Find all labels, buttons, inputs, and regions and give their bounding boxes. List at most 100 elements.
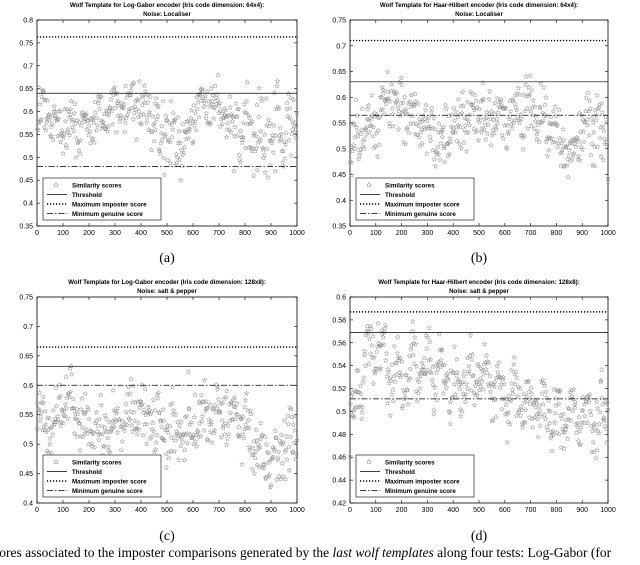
similarity-score-point <box>527 108 534 114</box>
similarity-score-point <box>235 106 242 112</box>
similarity-score-point <box>148 433 155 439</box>
similarity-score-point <box>355 133 362 139</box>
similarity-score-point <box>140 432 146 438</box>
similarity-score-point <box>577 157 583 163</box>
similarity-score-point <box>386 120 393 126</box>
similarity-score-point <box>439 128 446 134</box>
similarity-score-point <box>374 112 380 118</box>
similarity-score-point <box>120 418 126 425</box>
similarity-score-point <box>249 451 255 458</box>
similarity-score-point <box>428 109 435 115</box>
caption-emphasis: last wolf templates <box>332 545 434 560</box>
similarity-score-point <box>358 390 364 397</box>
similarity-score-point <box>198 433 204 439</box>
similarity-score-point <box>225 422 232 428</box>
similarity-score-point <box>217 123 224 130</box>
similarity-score-point <box>588 411 594 418</box>
similarity-score-point <box>353 96 359 103</box>
similarity-score-point <box>500 135 507 141</box>
similarity-score-point <box>391 343 398 349</box>
similarity-score-point <box>377 365 384 371</box>
similarity-score-point <box>125 383 132 390</box>
similarity-score-point <box>458 413 464 419</box>
similarity-score-point <box>57 393 63 399</box>
similarity-score-point <box>446 409 453 415</box>
similarity-score-point <box>439 361 446 367</box>
similarity-score-point <box>546 420 553 426</box>
similarity-score-point <box>165 136 172 143</box>
similarity-score-point <box>102 125 109 132</box>
similarity-score-point <box>460 102 467 109</box>
similarity-score-point <box>412 341 419 347</box>
similarity-score-point <box>505 419 511 425</box>
similarity-score-point <box>246 114 253 121</box>
similarity-score-point <box>560 137 567 143</box>
similarity-score-point <box>164 157 171 163</box>
legend-label: Maximum imposter score <box>72 478 147 485</box>
similarity-score-point <box>241 426 248 432</box>
similarity-score-point <box>260 465 267 471</box>
similarity-score-point <box>209 98 216 104</box>
similarity-score-point <box>570 386 577 392</box>
similarity-score-point <box>541 111 548 117</box>
y-tick-label: 0.5 <box>23 442 33 449</box>
similarity-score-point <box>487 372 493 379</box>
similarity-score-point <box>458 103 464 109</box>
similarity-score-point <box>524 105 531 111</box>
chart-subtitle: Noise: salt & pepper <box>137 288 197 295</box>
similarity-score-point <box>278 131 285 137</box>
similarity-score-point <box>580 128 587 134</box>
similarity-score-point <box>572 404 578 410</box>
similarity-score-point <box>161 171 168 178</box>
similarity-score-point <box>272 168 278 174</box>
similarity-score-point <box>135 114 142 120</box>
similarity-score-point <box>538 119 545 125</box>
similarity-score-point <box>540 380 547 386</box>
similarity-score-point <box>251 438 257 444</box>
similarity-score-point <box>561 445 567 452</box>
similarity-score-point <box>49 112 56 119</box>
x-tick-label: 400 <box>447 507 459 514</box>
similarity-score-point <box>246 444 253 450</box>
similarity-score-point <box>520 419 527 426</box>
similarity-score-point <box>590 439 597 445</box>
similarity-score-point <box>371 144 377 151</box>
similarity-score-point <box>483 114 490 121</box>
y-tick-label: 0.6 <box>23 109 33 116</box>
y-tick-label: 0.42 <box>332 501 346 508</box>
similarity-score-point <box>357 403 363 409</box>
similarity-score-point <box>440 390 447 396</box>
legend: Similarity scores Threshold Maximum impost… <box>42 454 162 498</box>
similarity-score-point <box>234 400 240 406</box>
y-tick-label: 0.4 <box>336 198 346 205</box>
similarity-score-point <box>384 68 391 75</box>
x-tick-label: 400 <box>447 230 459 237</box>
similarity-score-point <box>243 421 249 428</box>
similarity-score-point <box>193 443 200 449</box>
similarity-score-point <box>450 129 457 136</box>
similarity-score-point <box>68 98 75 104</box>
similarity-score-point <box>260 155 267 161</box>
similarity-score-point <box>208 421 215 427</box>
similarity-score-point <box>130 409 137 415</box>
similarity-score-point <box>388 391 395 397</box>
similarity-score-point <box>578 112 585 118</box>
y-tick-label: 0.65 <box>332 69 346 76</box>
similarity-score-point <box>56 381 63 388</box>
similarity-score-point <box>469 90 476 97</box>
similarity-score-point <box>528 122 535 129</box>
similarity-score-point <box>73 135 80 141</box>
similarity-score-point <box>35 405 42 412</box>
similarity-score-point <box>227 410 234 416</box>
similarity-score-point <box>180 149 187 155</box>
similarity-score-point <box>126 417 133 423</box>
similarity-score-point <box>353 403 359 410</box>
similarity-score-point <box>226 401 233 407</box>
similarity-score-point <box>406 353 413 359</box>
similarity-score-point <box>261 151 268 158</box>
x-tick-label: 900 <box>265 230 277 237</box>
similarity-score-point <box>280 473 286 479</box>
similarity-score-point <box>552 410 559 416</box>
y-tick-label: 0.45 <box>19 471 33 478</box>
similarity-score-point <box>388 81 395 87</box>
